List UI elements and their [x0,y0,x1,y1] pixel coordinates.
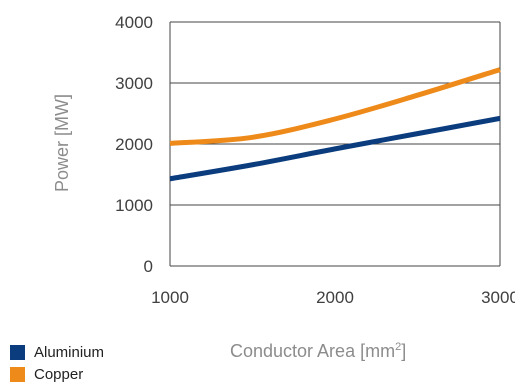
y-tick-labels: 0 1000 2000 3000 4000 [115,13,153,276]
gridlines [169,21,501,267]
legend-item-aluminium: Aluminium [10,341,104,363]
x-axis-title-suffix: ] [401,341,407,361]
x-tick-label: 1000 [151,288,189,307]
x-tick-label: 3000 [481,288,515,307]
x-tick-label: 2000 [316,288,354,307]
y-tick-label: 0 [144,257,153,276]
legend-label-copper: Copper [34,365,84,383]
legend-label-aluminium: Aluminium [34,343,105,361]
x-axis-title: Conductor Area [mm2] [230,341,406,362]
series-line-copper [169,67,501,146]
y-axis-title: Power [MW] [52,94,72,192]
x-axis-title-text: Conductor Area [mm [230,341,396,361]
x-axis-title-superscript: 2 [395,341,402,353]
legend: Aluminium Copper [10,341,104,385]
x-tick-labels: 1000 2000 3000 [151,288,515,307]
y-tick-label: 3000 [115,74,153,93]
line-chart: 0 1000 2000 3000 4000 1000 2000 3000 Power [MW… [52,13,515,307]
legend-item-copper: Copper [10,363,104,385]
y-tick-label: 2000 [115,135,153,154]
y-tick-label: 4000 [115,13,153,32]
legend-swatch-copper [10,366,25,382]
series-line-aluminium [169,115,501,182]
series-lines [169,67,501,182]
legend-swatch-aluminium [10,344,25,360]
y-tick-label: 1000 [115,196,153,215]
